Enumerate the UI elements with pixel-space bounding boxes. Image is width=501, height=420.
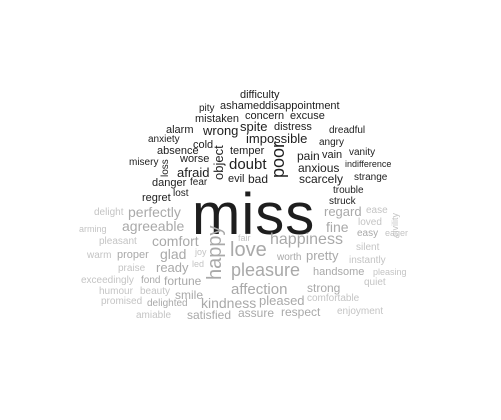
word-enjoyment: enjoyment bbox=[337, 306, 384, 317]
word-vain: vain bbox=[322, 149, 343, 161]
word-anxiety: anxiety bbox=[148, 134, 180, 145]
word-pity: pity bbox=[199, 103, 215, 114]
word-assure: assure bbox=[238, 306, 275, 320]
word-worth: worth bbox=[277, 252, 302, 263]
word-led: led bbox=[192, 259, 205, 269]
word-comfortable: comfortable bbox=[307, 293, 360, 304]
word-pretty: pretty bbox=[306, 248, 339, 263]
word-pleasant: pleasant bbox=[99, 236, 137, 247]
word-perfectly: perfectly bbox=[128, 204, 181, 220]
word-ease: ease bbox=[366, 205, 388, 216]
word-silent: silent bbox=[356, 242, 380, 253]
word-ashamed: ashamed bbox=[220, 100, 266, 112]
word-scarcely: scarcely bbox=[299, 172, 344, 186]
word-vanity: vanity bbox=[349, 147, 376, 158]
word-miss: miss bbox=[192, 182, 316, 247]
word-amiable: amiable bbox=[136, 310, 172, 321]
word-handsome: handsome bbox=[313, 266, 365, 278]
word-pleased: pleased bbox=[259, 293, 305, 308]
word-proper: proper bbox=[117, 249, 149, 261]
word-delight: delight bbox=[94, 207, 124, 218]
word-fond: fond bbox=[141, 275, 161, 286]
word-dreadful: dreadful bbox=[329, 125, 366, 136]
word-love: love bbox=[230, 239, 267, 261]
word-comfort: comfort bbox=[152, 233, 199, 249]
word-concern: concern bbox=[245, 110, 285, 122]
word-satisfied: satisfied bbox=[187, 308, 232, 322]
word-afraid: afraid bbox=[177, 165, 210, 180]
word-affection: affection bbox=[231, 281, 288, 298]
word-doubt: doubt bbox=[229, 156, 267, 173]
word-exceedingly: exceedingly bbox=[81, 275, 134, 286]
word-misery: misery bbox=[129, 157, 159, 168]
word-regard: regard bbox=[324, 204, 362, 219]
word-alarm: alarm bbox=[166, 124, 194, 136]
word-fine: fine bbox=[326, 219, 349, 235]
word-wrong: wrong bbox=[203, 123, 239, 138]
word-struck: struck bbox=[329, 196, 356, 207]
word-happy: happy bbox=[204, 225, 226, 281]
word-distress: distress bbox=[274, 121, 312, 133]
word-easy: easy bbox=[357, 228, 379, 239]
word-excuse: excuse bbox=[290, 110, 325, 122]
word-strange: strange bbox=[354, 172, 388, 183]
word-difficulty: difficulty bbox=[240, 89, 280, 101]
word-indifference: indifference bbox=[345, 159, 392, 169]
word-absence: absence bbox=[157, 145, 199, 157]
word-lost: lost bbox=[173, 188, 189, 199]
word-disappointment: disappointment bbox=[265, 100, 340, 112]
word-quiet: quiet bbox=[364, 277, 386, 288]
word-warm: warm bbox=[87, 250, 112, 261]
word-anxious: anxious bbox=[298, 161, 340, 175]
word-mistaken: mistaken bbox=[195, 113, 240, 125]
word-fortune: fortune bbox=[164, 274, 202, 288]
word-humour: humour bbox=[99, 286, 133, 297]
word-happiness: happiness bbox=[270, 231, 343, 248]
word-praise: praise bbox=[118, 263, 146, 274]
word-kindness: kindness bbox=[201, 295, 257, 311]
word-evil: evil bbox=[228, 173, 245, 185]
word-impossible: impossible bbox=[246, 131, 308, 146]
word-cold: cold bbox=[193, 139, 214, 151]
word-agreeable: agreeable bbox=[122, 218, 185, 234]
word-pain: pain bbox=[297, 149, 320, 163]
word-promised: promised bbox=[101, 296, 143, 307]
word-object: object bbox=[211, 145, 226, 180]
word-poor: poor bbox=[268, 141, 288, 178]
word-temper: temper bbox=[230, 145, 265, 157]
word-respect: respect bbox=[281, 305, 321, 319]
word-regret: regret bbox=[142, 192, 171, 204]
word-loss: loss bbox=[160, 159, 171, 177]
word-bad: bad bbox=[248, 172, 269, 186]
word-smile: smile bbox=[175, 288, 204, 302]
word-instantly: instantly bbox=[349, 255, 386, 266]
word-loved: loved bbox=[358, 217, 382, 228]
word-beauty: beauty bbox=[140, 286, 171, 297]
word-spite: spite bbox=[240, 119, 268, 134]
word-ready: ready bbox=[156, 260, 189, 275]
word-fear: fear bbox=[190, 177, 208, 188]
word-charming: arming bbox=[79, 224, 107, 234]
word-pleasing: pleasing bbox=[373, 267, 407, 277]
word-delighted: delighted bbox=[147, 298, 188, 309]
word-danger: danger bbox=[152, 177, 187, 189]
word-joy: joy bbox=[195, 247, 207, 257]
word-angry: angry bbox=[319, 137, 345, 148]
word-fair: fair bbox=[238, 233, 251, 243]
word-strong: strong bbox=[307, 281, 341, 295]
word-eager: eager bbox=[385, 228, 409, 238]
word-worse: worse bbox=[180, 153, 210, 165]
word-glad: glad bbox=[160, 246, 187, 262]
word-pleasure: pleasure bbox=[231, 260, 301, 280]
word-trouble: trouble bbox=[333, 185, 364, 196]
